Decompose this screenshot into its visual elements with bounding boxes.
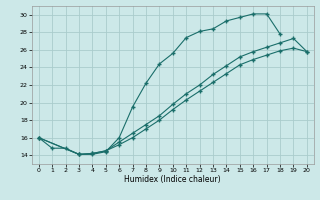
X-axis label: Humidex (Indice chaleur): Humidex (Indice chaleur)	[124, 175, 221, 184]
